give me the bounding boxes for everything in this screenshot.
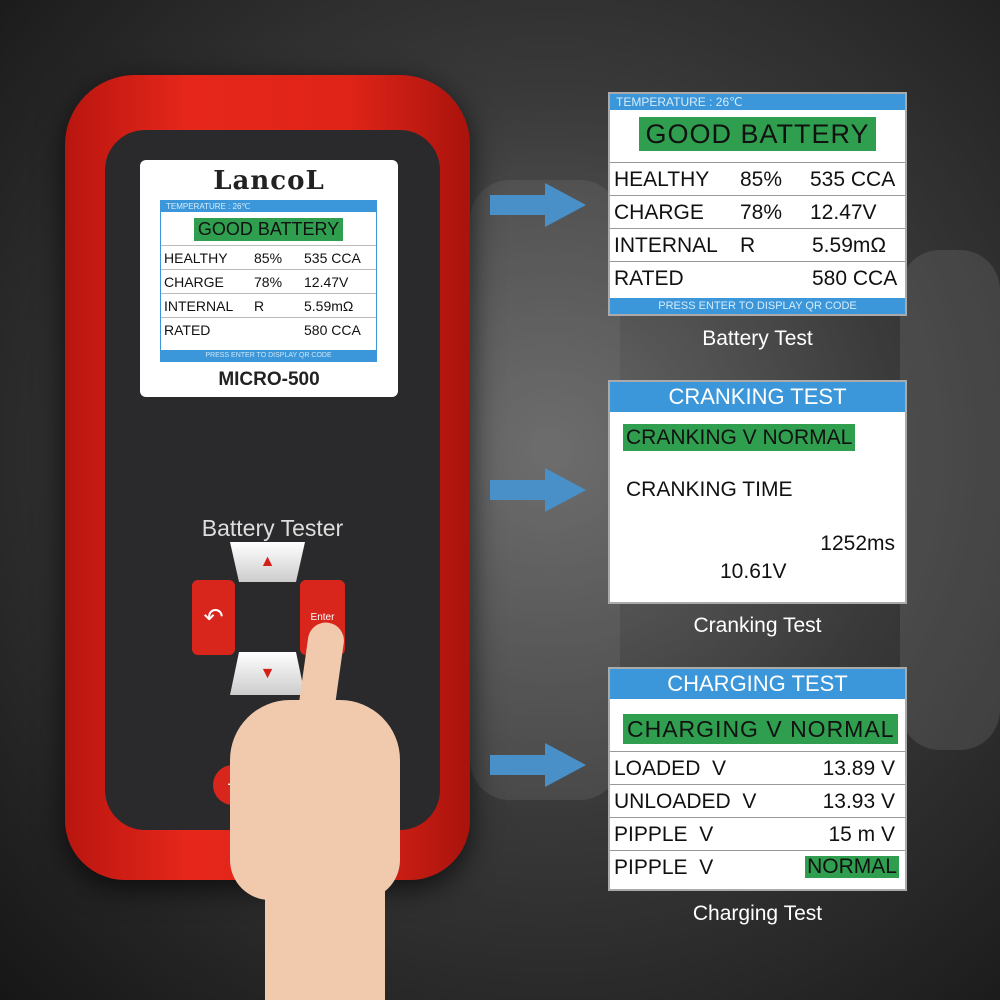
row-value: 78% (254, 274, 283, 290)
table-row: HEALTHY 85% 535 CCA (161, 245, 376, 269)
row-value: 535 CCA (304, 250, 361, 266)
cranking-time-label: CRANKING TIME (626, 478, 793, 501)
row-label: LOADED V (614, 757, 727, 780)
temperature-readout: TEMPERATURE : 26℃ (161, 201, 376, 212)
row-value: 5.59mΩ (812, 234, 887, 257)
row-label: RATED (164, 322, 211, 338)
row-label: HEALTHY (164, 250, 228, 266)
row-value: 13.93 V (822, 790, 895, 813)
row-value: 12.47V (810, 201, 877, 224)
row-label: PIPPLE V (614, 823, 714, 846)
row-label: HEALTHY (614, 168, 710, 191)
row-value: 85% (254, 250, 283, 266)
cranking-voltage-value: 10.61V (720, 560, 787, 583)
table-row: UNLOADED V 13.93 V (610, 784, 905, 817)
charging-test-panel: CHARGING TEST CHARGING V NORMAL LOADED V… (608, 667, 907, 891)
cranking-status: CRANKING V NORMAL (623, 424, 856, 451)
arrow-right-icon (490, 743, 586, 787)
charging-test-caption: Charging Test (692, 902, 823, 925)
row-value: 580 CCA (812, 267, 898, 290)
row-label: PIPPLE V (614, 856, 714, 879)
battery-status: GOOD BATTERY (639, 117, 876, 151)
row-value: R (254, 298, 265, 314)
table-row: INTERNAL R 5.59mΩ (161, 293, 376, 317)
ripple-status: NORMAL (805, 855, 899, 878)
row-value: 535 CCA (810, 168, 896, 191)
down-button[interactable]: ▼ (230, 652, 305, 695)
back-button[interactable]: ↶ (192, 580, 235, 655)
row-label: INTERNAL (164, 298, 234, 314)
row-value: 580 CCA (304, 322, 361, 338)
table-row: LOADED V 13.89 V (610, 751, 905, 784)
panel-title: CHARGING TEST (610, 669, 905, 699)
table-row: CHARGE 78% 12.47V (610, 195, 905, 228)
battery-test-caption: Battery Test (702, 327, 813, 350)
table-row: CHARGE 78% 12.47V (161, 269, 376, 293)
row-label: CHARGE (164, 274, 224, 290)
row-value: R (740, 234, 756, 257)
row-value: 85% (740, 168, 783, 191)
cranking-test-panel: CRANKING TEST CRANKING V NORMAL CRANKING… (608, 380, 907, 604)
cranking-time-value: 1252ms (820, 532, 895, 555)
row-label: CHARGE (614, 201, 704, 224)
battery-tester-device: Battery Tester ▲ ▼ ↶ Enter − LancoL TEMP… (65, 75, 470, 880)
row-value: 78% (740, 201, 783, 224)
battery-status: GOOD BATTERY (193, 218, 344, 241)
device-screen: LancoL TEMPERATURE : 26℃ GOOD BATTERY HE… (140, 160, 398, 397)
row-label: RATED (614, 267, 684, 290)
row-label: INTERNAL (614, 234, 718, 257)
screen-footer: PRESS ENTER TO DISPLAY QR CODE (610, 298, 905, 314)
table-row: HEALTHY 85% 535 CCA (610, 162, 905, 195)
model-name: MICRO-500 (218, 369, 320, 390)
device-display: TEMPERATURE : 26℃ GOOD BATTERY HEALTHY 85… (160, 200, 377, 362)
table-row: PIPPLE V 15 m V (610, 817, 905, 850)
background-engine-part (900, 250, 1000, 750)
arrow-right-icon (490, 468, 586, 512)
row-value: 5.59mΩ (304, 298, 354, 314)
charging-status: CHARGING V NORMAL (623, 714, 899, 744)
table-row: PIPPLE V NORMAL (610, 850, 905, 883)
temperature-readout: TEMPERATURE : 26℃ (610, 94, 905, 110)
enter-label: Enter (310, 612, 335, 623)
back-arrow-icon: ↶ (203, 604, 224, 631)
battery-test-panel: TEMPERATURE : 26℃ GOOD BATTERY HEALTHY 85… (608, 92, 907, 316)
brand-logo: LancoL (213, 166, 325, 196)
row-label: UNLOADED V (614, 790, 757, 813)
row-value: 13.89 V (822, 757, 895, 780)
device-label: Battery Tester (201, 515, 344, 541)
screen-footer: PRESS ENTER TO DISPLAY QR CODE (161, 350, 376, 361)
cranking-test-caption: Cranking Test (693, 614, 822, 637)
table-row: RATED 580 CCA (610, 261, 905, 294)
arrow-right-icon (490, 183, 586, 227)
up-button[interactable]: ▲ (230, 542, 305, 582)
row-value: 12.47V (304, 274, 349, 290)
table-row: INTERNAL R 5.59mΩ (610, 228, 905, 261)
row-value: 15 m V (828, 823, 895, 846)
panel-title: CRANKING TEST (610, 382, 905, 412)
table-row: RATED 580 CCA (161, 317, 376, 341)
